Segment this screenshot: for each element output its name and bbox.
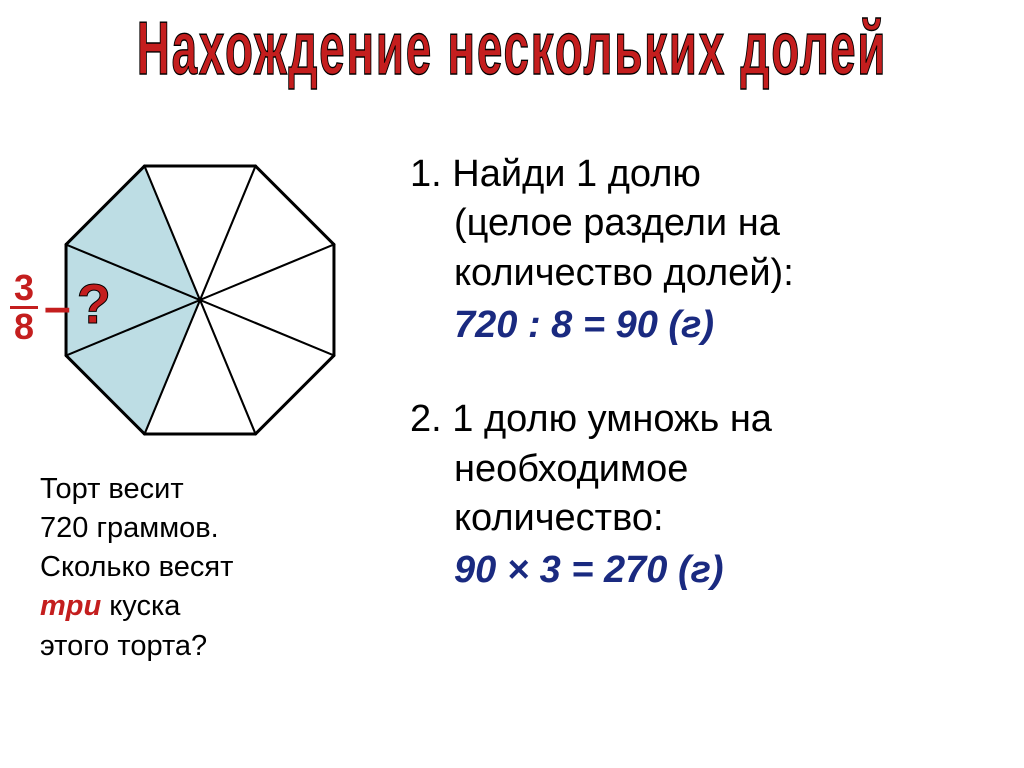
problem-emphasis: три [40, 590, 101, 622]
step-2-text: 2. 1 долю умножь на необходимое количест… [410, 395, 990, 543]
step-1: 1. Найди 1 долю (целое раздели на количе… [410, 150, 990, 347]
question-mark-icon: ? [77, 271, 111, 336]
problem-line2: 720 граммов. [40, 512, 219, 544]
fraction-numerator: 3 [10, 270, 38, 309]
problem-line4-rest: куска [101, 590, 180, 622]
problem-line5: этого торта? [40, 630, 207, 662]
problem-statement: Торт весит 720 граммов. Сколько весят тр… [40, 470, 380, 666]
page-title: Нахождение нескольких долей [137, 6, 887, 93]
fraction: 3 8 [10, 270, 38, 345]
problem-line3: Сколько весят [40, 551, 233, 583]
dash-icon: – [44, 280, 71, 335]
fraction-label: 3 8 – ? [10, 270, 111, 345]
fraction-denominator: 8 [10, 309, 38, 345]
step-1-calc: 720 : 8 = 90 (г) [410, 304, 990, 347]
problem-line1: Торт весит [40, 473, 184, 505]
step-2-calc: 90 × 3 = 270 (г) [410, 549, 990, 592]
step-2: 2. 1 долю умножь на необходимое количест… [410, 395, 990, 592]
solution-steps: 1. Найди 1 долю (целое раздели на количе… [410, 150, 990, 640]
step-1-text: 1. Найди 1 долю (целое раздели на количе… [410, 150, 990, 298]
